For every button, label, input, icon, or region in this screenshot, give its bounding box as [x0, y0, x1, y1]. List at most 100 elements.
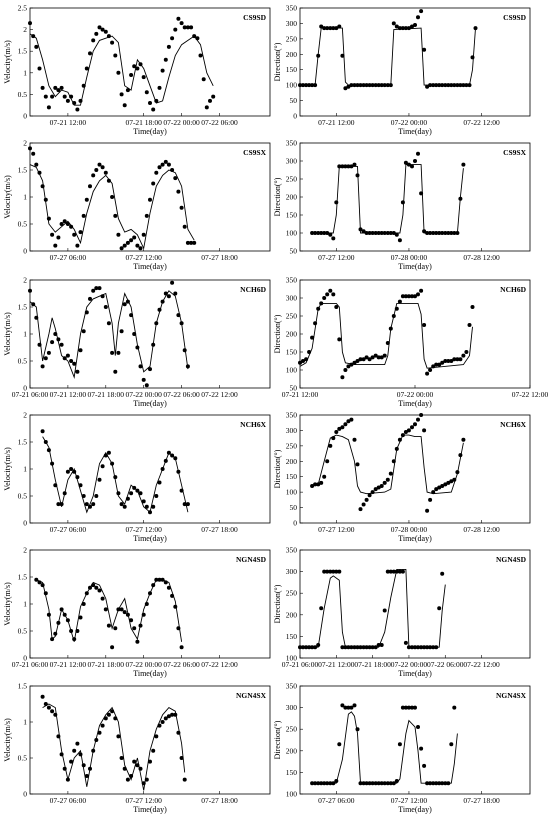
- x-axis-title: Time(day): [133, 669, 167, 678]
- x-axis-title: Time(day): [398, 669, 432, 678]
- observed-data-point: [129, 491, 134, 496]
- observed-data-point: [425, 371, 430, 376]
- observed-data-point: [361, 357, 366, 362]
- observed-data-point: [173, 176, 178, 181]
- observed-data-point: [325, 231, 330, 235]
- observed-data-point: [113, 213, 118, 218]
- observed-data-point: [379, 781, 384, 786]
- y-tick-label: 0.5: [18, 627, 28, 636]
- observed-data-point: [53, 85, 58, 90]
- observed-data-point: [34, 162, 39, 167]
- observed-data-point: [53, 631, 58, 636]
- observed-data-point: [46, 705, 51, 710]
- observed-data-point: [163, 291, 168, 296]
- observed-data-point: [182, 502, 187, 507]
- observed-data-point: [455, 470, 460, 475]
- observed-data-point: [310, 335, 315, 340]
- observed-data-point: [410, 645, 414, 650]
- observed-data-point: [337, 569, 342, 574]
- observed-data-point: [340, 375, 345, 380]
- observed-data-point: [346, 645, 351, 650]
- y-tick-label: 0: [23, 112, 27, 121]
- observed-data-point: [419, 9, 424, 14]
- observed-data-point: [343, 164, 348, 169]
- observed-data-point: [157, 85, 162, 90]
- observed-data-point: [166, 585, 171, 590]
- observed-data-point: [173, 27, 178, 32]
- observed-data-point: [122, 103, 127, 108]
- observed-data-point: [385, 341, 390, 345]
- observed-data-point: [337, 337, 342, 342]
- observed-data-point: [138, 62, 143, 67]
- plot-frame: [299, 414, 531, 524]
- observed-data-point: [461, 353, 466, 358]
- y-axis-title: Velocity(m/s): [3, 40, 12, 84]
- x-tick-label: 07-27 12:00: [391, 796, 428, 805]
- observed-data-point: [400, 569, 405, 574]
- x-tick-label: 07-21 12:00: [50, 390, 87, 399]
- observed-data-point: [440, 781, 445, 786]
- observed-data-point: [122, 243, 127, 248]
- observed-data-point: [125, 88, 130, 93]
- observed-data-point: [455, 357, 460, 362]
- observed-data-point: [403, 160, 408, 165]
- x-tick-label: 07-21 06:00: [282, 660, 319, 669]
- observed-data-point: [419, 288, 424, 293]
- observed-data-point: [97, 25, 102, 30]
- observed-data-point: [106, 321, 111, 326]
- observed-data-point: [40, 694, 45, 699]
- observed-data-point: [373, 353, 378, 358]
- observed-data-point: [413, 645, 417, 650]
- observed-data-point: [331, 292, 336, 297]
- observed-data-point: [397, 238, 402, 243]
- x-tick-label: 07-22 06:00: [427, 660, 464, 669]
- y-tick-label: 300: [286, 294, 298, 303]
- observed-data-point: [431, 781, 436, 786]
- y-tick-label: 350: [286, 276, 298, 285]
- observed-data-point: [75, 475, 80, 480]
- observed-data-point: [170, 453, 175, 458]
- observed-data-point: [65, 469, 70, 474]
- observed-data-point: [154, 170, 159, 175]
- observed-data-point: [313, 781, 318, 786]
- observed-data-point: [28, 288, 32, 293]
- observed-data-point: [316, 781, 321, 786]
- simulated-series-line: [300, 27, 476, 86]
- observed-data-point: [173, 604, 178, 609]
- observed-data-point: [72, 748, 77, 753]
- observed-data-point: [400, 705, 405, 710]
- observed-data-point: [376, 355, 381, 360]
- observed-data-point: [349, 645, 354, 650]
- observed-data-point: [119, 92, 124, 97]
- x-tick-label: 07-21 18:00: [88, 660, 125, 669]
- observed-data-point: [78, 752, 83, 757]
- y-tick-label: 150: [286, 211, 298, 220]
- observed-data-point: [176, 626, 181, 631]
- observed-data-point: [170, 36, 175, 41]
- observed-data-point: [331, 436, 336, 441]
- observed-data-point: [349, 362, 354, 367]
- observed-data-point: [160, 162, 165, 167]
- observed-data-point: [151, 181, 156, 186]
- observed-data-point: [34, 315, 39, 320]
- x-axis-title: Time(day): [133, 534, 167, 543]
- observed-data-point: [452, 357, 457, 362]
- observed-data-point: [310, 231, 315, 235]
- observed-data-point: [440, 571, 445, 576]
- y-tick-label: 350: [286, 546, 298, 555]
- observed-data-point: [144, 504, 149, 509]
- observed-data-point: [403, 294, 408, 299]
- observed-data-point: [340, 425, 345, 430]
- observed-data-point: [53, 332, 58, 336]
- x-tick-label: 07-22 12:00: [463, 118, 500, 127]
- observed-data-point: [154, 98, 159, 103]
- station-label: NGN4SD: [496, 555, 527, 564]
- observed-data-point: [334, 430, 339, 434]
- panel-ngn4sx-direction: 100 150 200 250 300 350 07-27 06:00 07-27 12:00…: [273, 682, 531, 814]
- observed-data-point: [364, 645, 369, 650]
- observed-data-point: [81, 763, 86, 768]
- plot-frame: [29, 142, 271, 252]
- observed-data-point: [141, 781, 146, 786]
- observed-data-point: [370, 490, 375, 495]
